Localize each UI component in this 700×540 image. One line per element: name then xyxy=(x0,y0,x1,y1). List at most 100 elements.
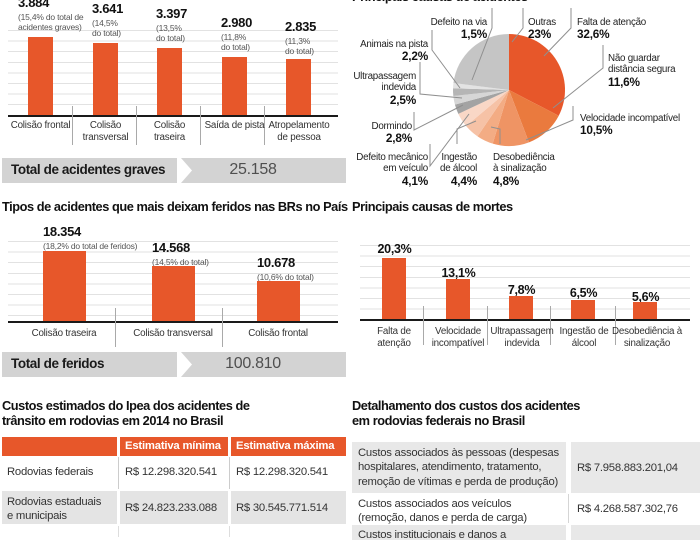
value: 18.354 xyxy=(43,224,81,239)
table-detalhamento-custos: Detalhamento dos custos dos acidentes em… xyxy=(350,395,700,540)
pie-slice xyxy=(453,34,509,90)
bar-value-label: 3.641 (14,5% do total) xyxy=(92,2,123,38)
value: 10.678 xyxy=(257,255,295,270)
leader-line xyxy=(431,30,461,89)
leader-line xyxy=(471,8,493,81)
bar-value-label: 18.354 (18,2% do total de feridos) xyxy=(43,225,137,251)
category-label: Ultrapassagem indevida xyxy=(490,326,554,349)
slice-pct: 32,6% xyxy=(577,27,610,42)
category-label: Colisão frontal xyxy=(248,328,308,339)
pie-slice xyxy=(453,82,509,90)
bar-value-label: 13,1% xyxy=(441,266,476,280)
bar-value-label: 2.980 (11,8% do total) xyxy=(221,16,252,52)
leader-line xyxy=(429,113,470,168)
pie-label-animais: Animais na pista 2,2% xyxy=(358,27,428,76)
pie-slice xyxy=(509,90,559,143)
value-pct: (11,8% do total) xyxy=(221,31,250,52)
category-label: Colisão transversal xyxy=(82,120,129,143)
bar-value-label: 5,6% xyxy=(631,290,660,304)
pie-slice xyxy=(466,90,509,137)
category-label: Falta de atenção xyxy=(377,326,411,349)
category-divider xyxy=(550,306,551,345)
pie-slice xyxy=(453,88,509,96)
category-label: Desobediência à sinalização xyxy=(612,326,682,349)
row-label: Rodovias federais xyxy=(7,466,94,478)
slice-pct: 4,8% xyxy=(493,173,520,188)
pie-slice xyxy=(509,34,566,116)
total-label: Total de acidentes graves xyxy=(11,162,166,177)
row-cell xyxy=(120,491,228,524)
category-divider xyxy=(264,106,265,145)
category-label: Atropelamento de pessoa xyxy=(268,120,330,143)
row-cell xyxy=(571,525,700,540)
category-divider xyxy=(423,306,424,345)
table-title: Custos estimados do Ipea dos acidentes d… xyxy=(2,398,250,429)
bar-colisao-traseira xyxy=(157,48,182,115)
slice-name: Outras xyxy=(528,16,556,28)
category-divider xyxy=(115,308,116,347)
pie-slice xyxy=(477,90,509,144)
value: 14.568 xyxy=(152,240,190,255)
bar-value-label: 6,5% xyxy=(569,286,598,300)
pie-label-defeito-mecanico: Defeito mecânico em veículo 4,1% xyxy=(350,140,428,192)
bar-atropelamento xyxy=(286,59,311,115)
x-axis xyxy=(8,115,338,117)
row-label: Custos associados aos veículos (remoção,… xyxy=(358,498,527,525)
slice-pct: 2,8% xyxy=(385,131,412,146)
chart-feridos: Tipos de acidentes que mais deixam ferid… xyxy=(0,195,348,385)
row-cell xyxy=(2,491,117,524)
band-left-segment xyxy=(2,158,177,183)
leader-line xyxy=(413,104,464,131)
slice-pct: 4,4% xyxy=(450,173,477,188)
category-divider xyxy=(136,106,137,145)
slice-name: Não guardar distância segura xyxy=(608,52,676,76)
bar-desobediencia xyxy=(633,302,657,319)
value-pct: (14,5% do total) xyxy=(152,256,209,267)
bar-value-label: 7,8% xyxy=(507,283,536,297)
header-cell-estimativa-maxima: Estimativa máxima xyxy=(231,437,346,456)
category-divider xyxy=(72,106,73,145)
cell-value: R$ 7.958.883.201,04 xyxy=(577,462,678,474)
bar-colisao-frontal xyxy=(28,37,53,115)
chart-causas-acidentes-pie: Principais causas de acidentes Falta de … xyxy=(350,0,700,192)
slice-name: Ultrapassagem indevida xyxy=(353,70,416,94)
pie-label-defeito-na-via: Defeito na via 1,5% xyxy=(407,5,488,54)
bar-value-label: 3.397 (13,5% do total) xyxy=(156,7,187,43)
slice-name: Defeito mecânico em veículo xyxy=(356,151,428,175)
chart-title: Tipos de acidentes que mais deixam ferid… xyxy=(2,199,348,214)
category-label: Colisão frontal xyxy=(10,120,71,131)
cell-value: R$ 12.298.320.541 xyxy=(236,466,328,478)
slice-pct: 23% xyxy=(528,27,552,42)
category-divider xyxy=(222,308,223,347)
category-label: Saída de pista xyxy=(204,120,265,131)
total-label: Total de feridos xyxy=(11,356,105,371)
pie-title-cropped: Principais causas de acidentes xyxy=(352,0,528,4)
table-custos-ipea: Custos estimados do Ipea dos acidentes d… xyxy=(0,395,348,540)
total-band-feridos: Total de feridos 100.810 xyxy=(0,352,348,377)
chart-title: Principais causas de mortes xyxy=(352,199,513,214)
band-right-segment xyxy=(181,158,346,183)
category-divider xyxy=(615,306,616,345)
bar-colisao-transversal xyxy=(152,266,195,321)
cell-value: R$ 4.268.587.302,76 xyxy=(577,503,678,515)
category-divider xyxy=(200,106,201,145)
slice-name: Dormindo xyxy=(371,120,413,132)
row-cell xyxy=(352,442,566,493)
pie-label-velocidade: Velocidade incompatível 10,5% xyxy=(580,101,680,150)
pie-label-desobediencia: Desobediência à sinalização 4,8% xyxy=(493,140,555,192)
slice-pct: 2,2% xyxy=(401,49,428,64)
total-value: 100.810 xyxy=(225,355,281,372)
cell-value: R$ 24.823.233.088 xyxy=(125,502,217,514)
category-label: Velocidade incompatível xyxy=(431,326,485,349)
bar-value-label: 14.568 (14,5% do total) xyxy=(152,241,209,267)
bar-colisao-frontal xyxy=(257,281,300,321)
cell-value: R$ 30.545.771.514 xyxy=(236,502,328,514)
chart-causas-mortes: Principais causas de mortes 20,3% 13,1% … xyxy=(350,195,700,385)
bar-saida-de-pista xyxy=(222,57,247,115)
leader-line xyxy=(511,8,524,43)
value-pct: (15,4% do total de acidentes graves) xyxy=(18,11,84,32)
pie-label-nao-guardar-distancia: Não guardar distância segura 11,6% xyxy=(608,41,676,101)
column-divider xyxy=(568,494,569,523)
table-title: Detalhamento dos custos dos acidentes em… xyxy=(352,398,580,429)
